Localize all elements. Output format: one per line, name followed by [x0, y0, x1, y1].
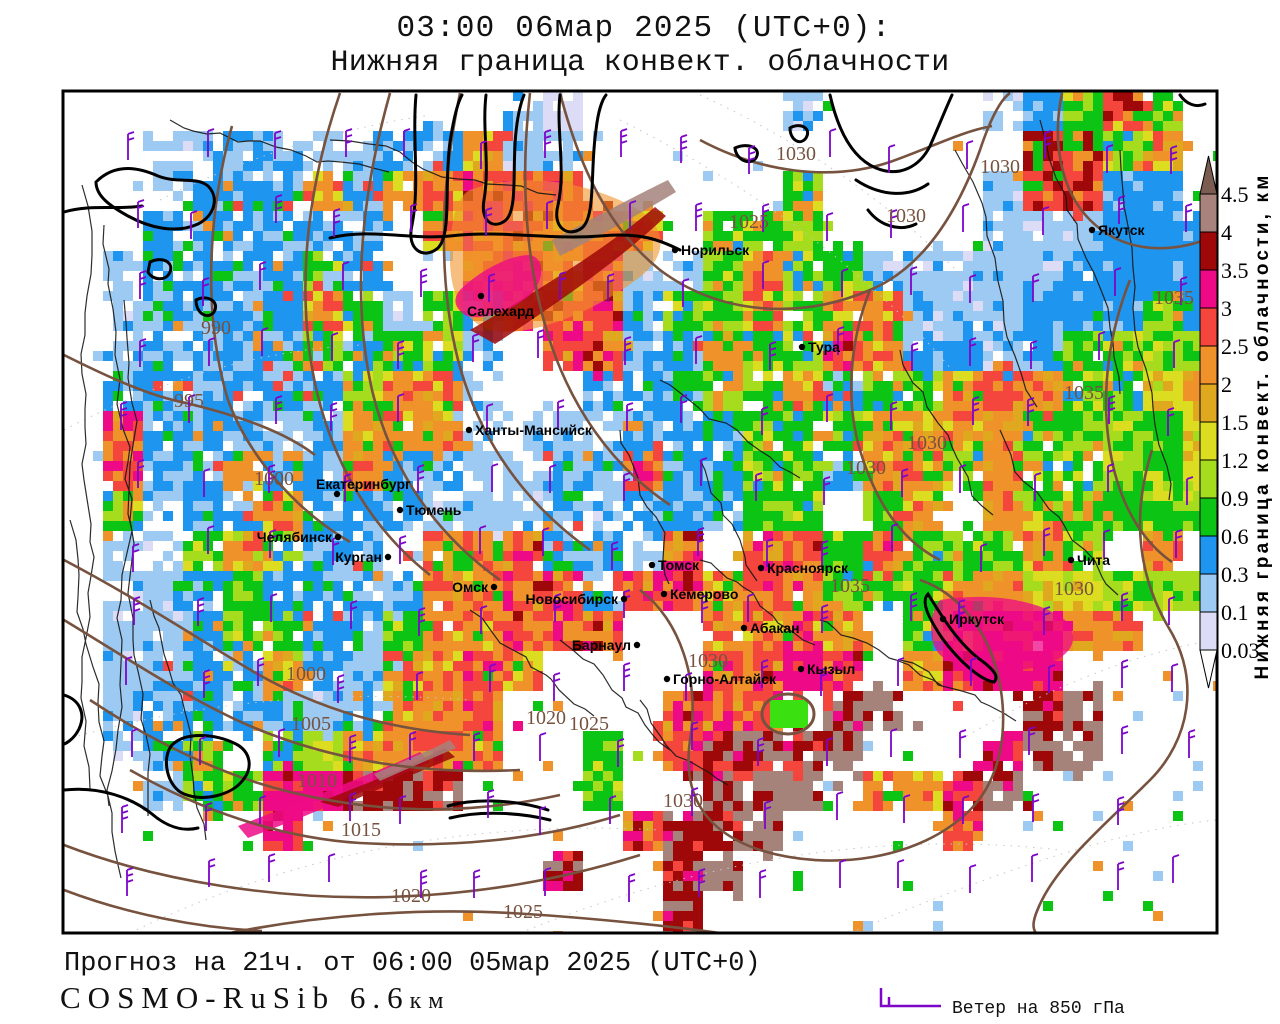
- svg-text:Курган: Курган: [335, 549, 382, 565]
- svg-text:0.6: 0.6: [1221, 524, 1249, 549]
- svg-text:3: 3: [1221, 296, 1232, 321]
- svg-text:Челябинск: Челябинск: [257, 529, 333, 545]
- svg-text:0.1: 0.1: [1221, 600, 1249, 625]
- svg-text:1030: 1030: [846, 457, 886, 479]
- svg-text:3.5: 3.5: [1221, 258, 1249, 283]
- svg-text:1.2: 1.2: [1221, 448, 1249, 473]
- svg-text:Абакан: Абакан: [750, 620, 800, 636]
- svg-text:4: 4: [1221, 220, 1232, 245]
- svg-text:1025: 1025: [503, 901, 543, 923]
- svg-text:Норильск: Норильск: [681, 242, 750, 258]
- svg-text:Нижняя граница конвект. облачн: Нижняя граница конвект. облачности: [331, 46, 950, 80]
- svg-text:1035: 1035: [1154, 287, 1194, 309]
- svg-text:1.5: 1.5: [1221, 410, 1249, 435]
- svg-text:Нижняя граница конвект. облачн: Нижняя граница конвект. облачности, км: [1252, 172, 1273, 679]
- svg-text:1020: 1020: [526, 707, 566, 729]
- svg-text:1005: 1005: [291, 713, 331, 735]
- svg-text:Горно-Алтайск: Горно-Алтайск: [673, 671, 777, 687]
- svg-text:1030: 1030: [886, 205, 926, 227]
- svg-text:1030: 1030: [907, 432, 947, 454]
- svg-text:1035: 1035: [830, 575, 870, 597]
- svg-text:2.5: 2.5: [1221, 334, 1249, 359]
- svg-text:Иркутск: Иркутск: [949, 611, 1005, 627]
- svg-text:0.9: 0.9: [1221, 486, 1249, 511]
- svg-text:0.03: 0.03: [1221, 638, 1260, 663]
- svg-text:0.3: 0.3: [1221, 562, 1249, 587]
- svg-text:Кемерово: Кемерово: [670, 586, 738, 602]
- svg-text:Прогноз на 21ч. от 06:00 05мар: Прогноз на 21ч. от 06:00 05мар 2025 (UTC…: [64, 949, 761, 979]
- svg-text:Якутск: Якутск: [1098, 222, 1145, 238]
- svg-text:1030: 1030: [663, 790, 703, 812]
- svg-text:1035: 1035: [1064, 382, 1104, 404]
- svg-text:1030: 1030: [776, 143, 816, 165]
- svg-text:Тюмень: Тюмень: [406, 502, 462, 518]
- svg-text:1030: 1030: [688, 650, 728, 672]
- svg-text:1020: 1020: [391, 885, 431, 907]
- svg-text:Тура: Тура: [808, 339, 840, 355]
- svg-text:1010: 1010: [297, 770, 337, 792]
- svg-text:2: 2: [1221, 372, 1232, 397]
- svg-text:03:00 06мар 2025 (UTC+0):: 03:00 06мар 2025 (UTC+0):: [396, 11, 891, 46]
- svg-text:Томск: Томск: [658, 557, 700, 573]
- svg-text:Барнаул: Барнаул: [572, 637, 631, 653]
- svg-text:1030: 1030: [980, 156, 1020, 178]
- svg-text:1000: 1000: [286, 663, 326, 685]
- svg-text:1030: 1030: [1054, 578, 1094, 600]
- svg-text:995: 995: [174, 390, 204, 412]
- svg-text:Омск: Омск: [452, 579, 489, 595]
- svg-text:Екатеринбург: Екатеринбург: [316, 476, 411, 492]
- svg-text:COSMO-RuSib 6.6км: COSMO-RuSib 6.6км: [60, 980, 450, 1015]
- svg-text:1000: 1000: [254, 468, 294, 490]
- svg-text:Кызыл: Кызыл: [807, 661, 855, 677]
- svg-text:1015: 1015: [341, 819, 381, 841]
- svg-text:Ханты-Мансийск: Ханты-Мансийск: [475, 422, 593, 438]
- svg-text:1025: 1025: [729, 211, 769, 233]
- svg-text:4.5: 4.5: [1221, 182, 1249, 207]
- svg-text:Салехард: Салехард: [467, 303, 534, 319]
- svg-text:Красноярск: Красноярск: [767, 560, 849, 576]
- svg-text:Новосибирск: Новосибирск: [526, 591, 619, 607]
- svg-text:1025: 1025: [569, 713, 609, 735]
- svg-text:Ветер на 850 гПа: Ветер на 850 гПа: [952, 999, 1125, 1019]
- svg-text:990: 990: [201, 317, 231, 339]
- svg-text:Чита: Чита: [1077, 552, 1110, 568]
